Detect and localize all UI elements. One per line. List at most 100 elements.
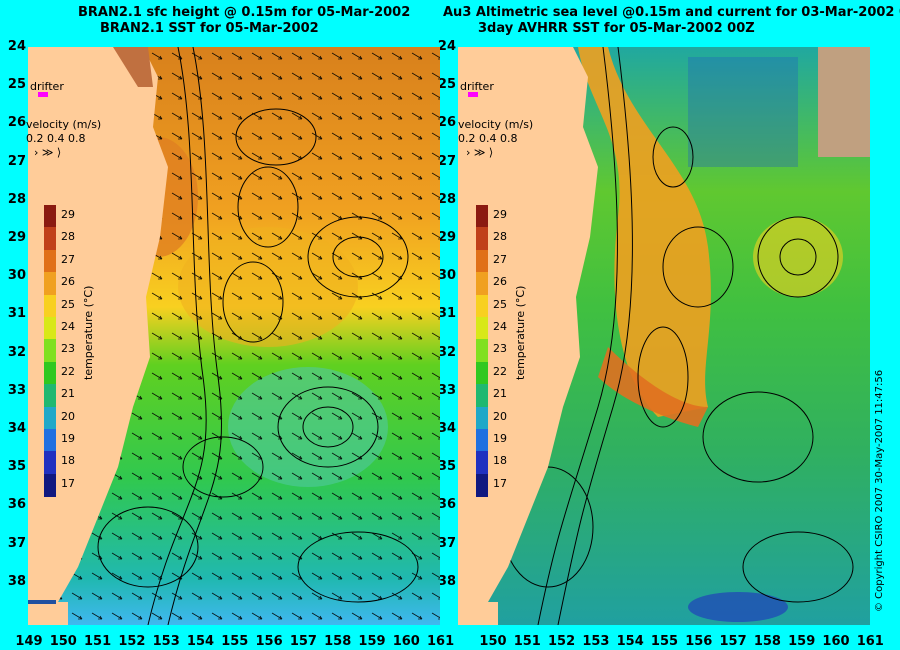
lat-label-mid-30: 30 — [437, 268, 456, 284]
lat-label-left-37: 37 — [7, 535, 26, 551]
right-velocity-title: velocity (m/s) — [458, 118, 534, 131]
right-colorbar-tick-25: 25 — [493, 297, 507, 311]
left-title-2: BRAN2.1 SST for 05-Mar-2002 — [100, 21, 319, 36]
lon-label-left-158: 158 — [324, 634, 352, 649]
left-colorbar-tick-19: 19 — [61, 432, 75, 445]
right-map-panel — [458, 47, 870, 625]
lon-label-left-149: 149 — [15, 634, 43, 649]
left-colorbar-swatch-20 — [44, 406, 56, 430]
right-colorbar-swatch-29 — [476, 205, 488, 228]
lat-label-left-30: 30 — [7, 268, 26, 284]
ssh-contours — [502, 47, 854, 625]
right-drifter-icon — [468, 92, 478, 97]
right-colorbar-swatch-28 — [476, 227, 488, 251]
left-colorbar-swatch-21 — [44, 384, 56, 408]
lat-label-mid-35: 35 — [437, 459, 456, 475]
lat-label-left-38: 38 — [7, 573, 26, 589]
lat-label-mid-28: 28 — [437, 191, 456, 207]
lat-label-left-24: 24 — [7, 39, 26, 54]
right-colorbar-swatch-27 — [476, 249, 488, 273]
left-colorbar-tick-29: 29 — [61, 208, 75, 221]
right-colorbar-swatch-17 — [476, 473, 488, 497]
lat-label-mid-36: 36 — [437, 497, 456, 513]
lat-label-mid-32: 32 — [437, 344, 456, 360]
lon-label-left-152: 152 — [118, 634, 146, 649]
left-colorbar-swatch-29 — [44, 205, 56, 228]
lat-label-mid-38: 38 — [437, 573, 456, 589]
lon-label-right-153: 153 — [582, 634, 610, 649]
lat-label-mid-27: 27 — [437, 153, 456, 169]
lat-label-mid-25: 25 — [437, 77, 456, 93]
left-colorbar-swatch-24 — [44, 317, 56, 340]
lon-label-left-157: 157 — [289, 634, 317, 649]
left-colorbar-tick-26: 26 — [61, 275, 75, 289]
copyright-text: © Copyright CSIRO 2007 30-May-2007 11:47… — [874, 369, 885, 612]
right-colorbar-title: temperature (°C) — [514, 285, 527, 380]
left-drifter-label: drifter — [30, 80, 64, 93]
lat-label-mid-31: 31 — [437, 306, 456, 322]
left-colorbar-tick-17: 17 — [61, 476, 75, 490]
left-colorbar-swatch-28 — [44, 227, 56, 251]
left-colorbar-swatch-18 — [44, 451, 56, 475]
left-colorbar-tick-23: 23 — [61, 342, 75, 356]
lon-label-left-150: 150 — [49, 634, 77, 649]
left-colorbar-tick-20: 20 — [61, 409, 75, 423]
right-colorbar-tick-29: 29 — [493, 208, 507, 221]
lat-label-left-33: 33 — [7, 382, 26, 398]
right-colorbar-tick-23: 23 — [493, 342, 507, 356]
right-colorbar-tick-21: 21 — [493, 387, 507, 401]
left-map-panel — [28, 47, 440, 625]
lon-label-right-157: 157 — [719, 634, 747, 649]
right-colorbar-tick-22: 22 — [493, 364, 507, 378]
right-drifter-label: drifter — [460, 80, 494, 93]
left-colorbar-swatch-17 — [44, 473, 56, 497]
left-velocity-arrows-icon: › ≫ ⟩ — [34, 146, 62, 159]
left-colorbar-swatch-25 — [44, 294, 56, 318]
lon-label-left-159: 159 — [358, 634, 386, 649]
lon-label-left-155: 155 — [221, 634, 249, 649]
ssh-contours — [97, 47, 419, 625]
right-colorbar-tick-18: 18 — [493, 454, 507, 468]
lat-label-mid-33: 33 — [437, 382, 456, 398]
left-colorbar-tick-18: 18 — [61, 454, 75, 468]
lat-label-mid-34: 34 — [437, 421, 456, 436]
lon-label-right-160: 160 — [822, 634, 850, 649]
left-colorbar-tick-24: 24 — [61, 320, 75, 333]
lon-label-left-151: 151 — [84, 634, 112, 649]
left-velocity-scale: 0.2 0.4 0.8 — [26, 132, 86, 145]
lat-label-mid-37: 37 — [437, 535, 456, 551]
left-title-1: BRAN2.1 sfc height @ 0.15m for 05-Mar-20… — [78, 5, 411, 20]
lat-label-left-34: 34 — [7, 421, 26, 436]
left-colorbar-tick-21: 21 — [61, 387, 75, 401]
right-colorbar-swatch-26 — [476, 272, 488, 296]
lat-label-mid-29: 29 — [437, 230, 456, 245]
left-colorbar-tick-28: 28 — [61, 230, 75, 244]
left-colorbar-swatch-19 — [44, 429, 56, 452]
right-colorbar-tick-19: 19 — [493, 432, 507, 445]
right-colorbar-tick-27: 27 — [493, 252, 507, 266]
left-colorbar-tick-25: 25 — [61, 297, 75, 311]
right-colorbar-swatch-22 — [476, 361, 488, 385]
lon-label-left-160: 160 — [392, 634, 420, 649]
lon-label-right-150: 150 — [479, 634, 507, 649]
lon-label-left-153: 153 — [152, 634, 180, 649]
right-velocity-scale: 0.2 0.4 0.8 — [458, 132, 518, 145]
right-colorbar-tick-20: 20 — [493, 409, 507, 423]
lat-label-left-27: 27 — [7, 153, 26, 169]
no-data-area — [818, 47, 870, 157]
lon-label-right-154: 154 — [616, 634, 644, 649]
lon-label-right-151: 151 — [513, 634, 541, 649]
left-velocity-title: velocity (m/s) — [26, 118, 102, 131]
right-colorbar-swatch-25 — [476, 294, 488, 318]
left-colorbar-swatch-26 — [44, 272, 56, 296]
lat-label-left-26: 26 — [7, 115, 26, 131]
lon-label-right-152: 152 — [548, 634, 576, 649]
right-colorbar-swatch-24 — [476, 317, 488, 340]
lat-label-left-36: 36 — [7, 497, 26, 513]
right-colorbar-swatch-18 — [476, 451, 488, 475]
right-colorbar-tick-28: 28 — [493, 230, 507, 244]
right-title-1: Au3 Altimetric sea level @0.15m and curr… — [443, 5, 900, 20]
right-colorbar-swatch-21 — [476, 384, 488, 408]
lon-label-left-154: 154 — [186, 634, 215, 649]
lon-label-right-161: 161 — [856, 634, 884, 649]
